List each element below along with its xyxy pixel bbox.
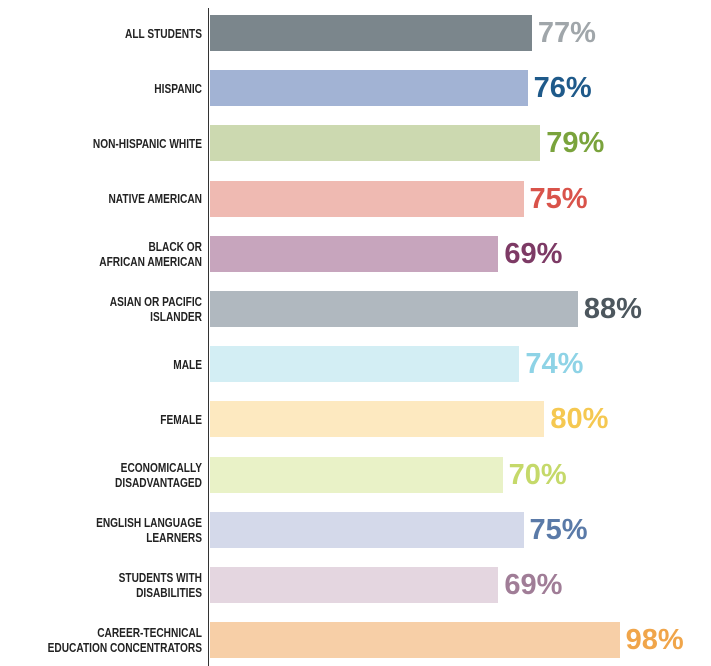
category-label: ASIAN OR PACIFIC ISLANDER [109, 294, 202, 324]
value-label: 88% [583, 293, 642, 325]
axis-line [208, 8, 209, 666]
bar [210, 622, 620, 659]
bar [210, 511, 524, 548]
value-label: 80% [550, 403, 609, 436]
value-label: 74% [525, 348, 584, 381]
category-label: ENGLISH LANGUAGE LEARNERS [96, 514, 202, 545]
category-label: HISPANIC [154, 80, 202, 96]
value-label: 79% [546, 127, 605, 160]
bar [210, 125, 541, 162]
value-label: 75% [529, 182, 588, 215]
value-label: 77% [537, 17, 596, 49]
bar [210, 291, 578, 327]
category-label: BLACK OR AFRICAN AMERICAN [99, 238, 202, 269]
category-label: NON-HISPANIC WHITE [92, 135, 202, 151]
value-label: 69% [504, 237, 563, 270]
category-label: CAREER-TECHNICAL EDUCATION CONCENTRATORS [47, 625, 202, 656]
bar [210, 15, 532, 51]
value-label: 98% [625, 624, 684, 657]
category-label: NATIVE AMERICAN [108, 191, 202, 207]
category-label: MALE [173, 356, 202, 372]
value-label: 70% [508, 458, 567, 491]
category-label: FEMALE [160, 411, 202, 427]
bar [210, 456, 503, 493]
bar [210, 235, 499, 272]
category-label: ECONOMICALLY DISADVANTAGED [115, 459, 202, 490]
bar [210, 401, 545, 438]
category-label: ALL STUDENTS [124, 25, 202, 41]
bar [210, 180, 524, 217]
bar [210, 567, 499, 603]
value-label: 75% [529, 513, 588, 546]
value-label: 76% [533, 72, 592, 105]
bar [210, 70, 528, 107]
value-label: 69% [504, 569, 563, 601]
bar [210, 346, 520, 383]
category-label: STUDENTS WITH DISABILITIES [118, 570, 202, 600]
